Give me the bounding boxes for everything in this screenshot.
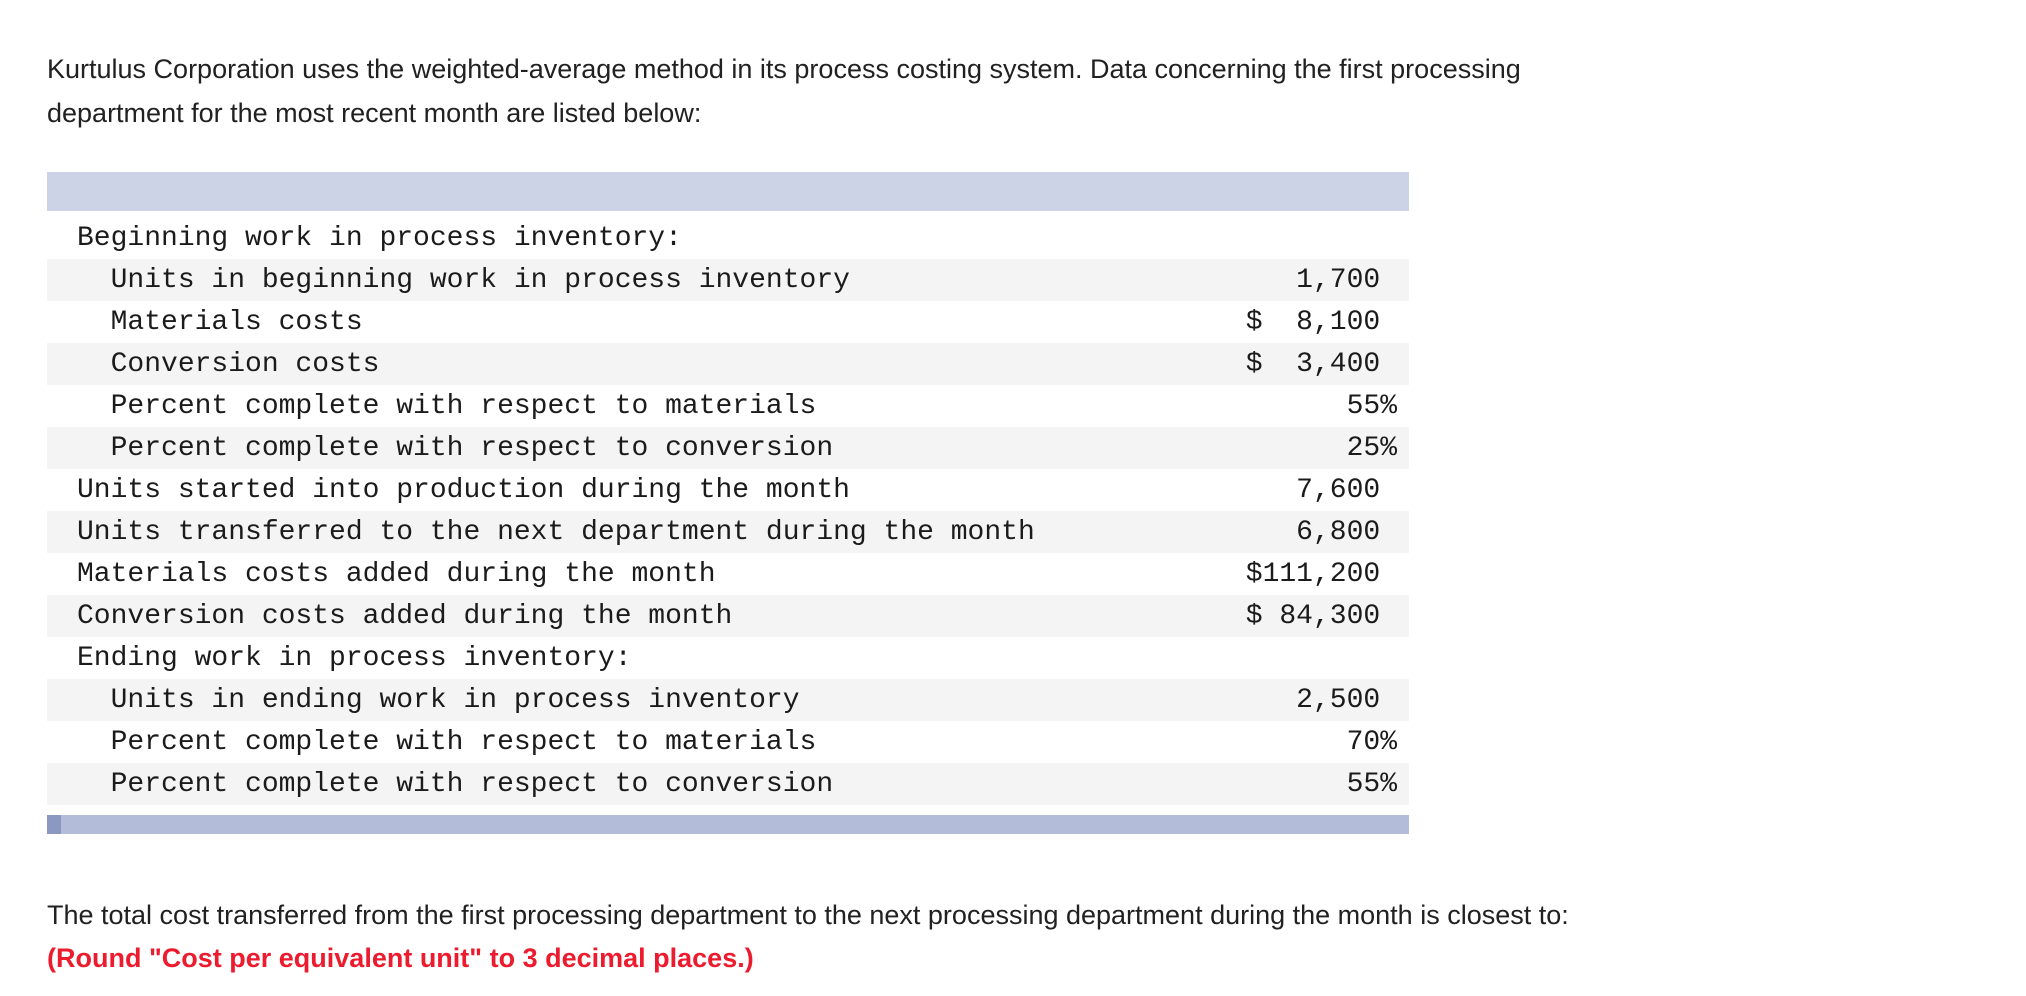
row-value: 7,600 xyxy=(1245,474,1397,506)
row-value: 70% xyxy=(1245,726,1397,758)
row-value: $ 3,400 xyxy=(1245,348,1397,380)
row-label: Beginning work in process inventory: xyxy=(77,222,682,254)
row-value: $ 84,300 xyxy=(1245,600,1397,632)
row-value: $ 8,100 xyxy=(1245,306,1397,338)
table-row: Percent complete with respect to materia… xyxy=(47,385,1409,427)
row-label: Materials costs xyxy=(77,306,363,338)
table-row: Conversion costs $ 3,400 xyxy=(47,343,1409,385)
row-value: 2,500 xyxy=(1245,684,1397,716)
row-label: Units in ending work in process inventor… xyxy=(77,684,800,716)
table-row: Units in ending work in process inventor… xyxy=(47,679,1409,721)
table-row: Ending work in process inventory: xyxy=(47,637,1409,679)
table-row: Units transferred to the next department… xyxy=(47,511,1409,553)
question-text: The total cost transferred from the firs… xyxy=(47,900,1569,930)
row-label: Units started into production during the… xyxy=(77,474,850,506)
table-row: Percent complete with respect to materia… xyxy=(47,721,1409,763)
row-label: Ending work in process inventory: xyxy=(77,642,632,674)
row-label: Units in beginning work in process inven… xyxy=(77,264,850,296)
table-row: Conversion costs added during the month … xyxy=(47,595,1409,637)
table-row: Percent complete with respect to convers… xyxy=(47,763,1409,805)
row-label: Materials costs added during the month xyxy=(77,558,716,590)
cost-data-table: Beginning work in process inventory: Uni… xyxy=(47,172,1409,834)
row-label: Conversion costs xyxy=(77,348,380,380)
row-label: Percent complete with respect to materia… xyxy=(77,390,817,422)
table-row: Materials costs $ 8,100 xyxy=(47,301,1409,343)
row-value: 25% xyxy=(1245,432,1397,464)
row-label: Units transferred to the next department… xyxy=(77,516,1035,548)
problem-statement: Kurtulus Corporation uses the weighted-a… xyxy=(47,47,2026,135)
rounding-note: (Round "Cost per equivalent unit" to 3 d… xyxy=(47,943,754,973)
cost-table-rows: Beginning work in process inventory: Uni… xyxy=(47,217,1409,805)
table-row: Units started into production during the… xyxy=(47,469,1409,511)
row-label: Conversion costs added during the month xyxy=(77,600,733,632)
problem-statement-line1: Kurtulus Corporation uses the weighted-a… xyxy=(47,54,1521,84)
row-value: 55% xyxy=(1245,390,1397,422)
row-value: 6,800 xyxy=(1245,516,1397,548)
row-label: Percent complete with respect to materia… xyxy=(77,726,817,758)
scrollbar-thumb[interactable] xyxy=(47,815,61,834)
table-header-bar xyxy=(47,172,1409,211)
table-row: Beginning work in process inventory: xyxy=(47,217,1409,259)
horizontal-scrollbar[interactable] xyxy=(47,815,1409,834)
row-value: $111,200 xyxy=(1245,558,1397,590)
table-row: Percent complete with respect to convers… xyxy=(47,427,1409,469)
problem-statement-line2: department for the most recent month are… xyxy=(47,98,702,128)
table-row: Units in beginning work in process inven… xyxy=(47,259,1409,301)
row-label: Percent complete with respect to convers… xyxy=(77,432,834,464)
table-row: Materials costs added during the month $… xyxy=(47,553,1409,595)
row-label: Percent complete with respect to convers… xyxy=(77,768,834,800)
row-value: 55% xyxy=(1245,768,1397,800)
row-value: 1,700 xyxy=(1245,264,1397,296)
